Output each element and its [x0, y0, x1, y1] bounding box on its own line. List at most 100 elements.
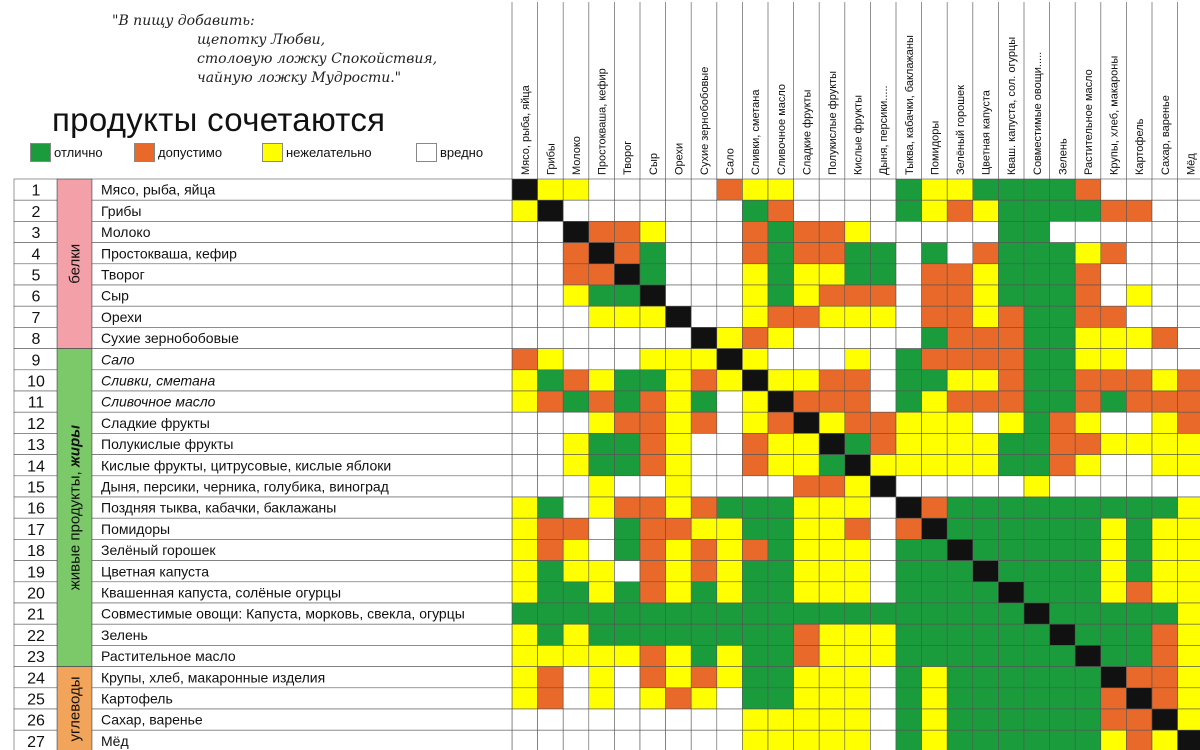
matrix-cell [793, 602, 820, 625]
matrix-cell [1074, 539, 1102, 561]
matrix-cell [972, 433, 999, 455]
matrix-cell [1023, 666, 1050, 689]
matrix-cell [639, 602, 666, 625]
matrix-cell [614, 221, 641, 243]
row-number: 16 [27, 501, 45, 518]
column-header: Кислые фрукты [853, 95, 865, 175]
column-header: Зелень [1057, 138, 1069, 175]
matrix-cell [537, 221, 564, 243]
matrix-cell [946, 369, 974, 392]
matrix-cell [767, 687, 794, 710]
matrix-cell [1074, 666, 1102, 689]
matrix-cell [870, 348, 897, 371]
matrix-cell [1100, 517, 1127, 540]
matrix-cell [1151, 645, 1178, 667]
matrix-cell [614, 178, 641, 201]
matrix-cell [1100, 178, 1127, 201]
matrix-cell [844, 199, 871, 222]
matrix-cell [767, 199, 794, 222]
matrix-cell [588, 539, 615, 561]
legend-swatch-harmful [416, 143, 437, 162]
matrix-cell [1100, 560, 1127, 583]
column-header: Сладкие фрукты [801, 89, 813, 175]
matrix-cell [511, 539, 538, 561]
matrix-cell [844, 687, 871, 710]
column-header: Творог [622, 141, 634, 175]
matrix-cell [1100, 581, 1127, 604]
matrix-cell [1151, 263, 1178, 286]
matrix-cell [1049, 623, 1076, 646]
matrix-cell [1023, 263, 1050, 286]
matrix-cell [793, 263, 820, 286]
matrix-cell [946, 645, 974, 667]
matrix-cell [1177, 539, 1200, 561]
matrix-cell [639, 263, 666, 286]
matrix-cell [562, 687, 590, 710]
row-label: Зелень [101, 627, 148, 643]
row-number: 4 [32, 246, 41, 263]
matrix-cell [1151, 178, 1178, 201]
matrix-cell [716, 348, 743, 371]
matrix-cell [1151, 729, 1178, 750]
matrix-cell [562, 729, 590, 750]
matrix-cell [665, 369, 692, 392]
matrix-cell [1177, 433, 1200, 455]
matrix-cell [972, 327, 999, 349]
group-band [56, 348, 93, 668]
matrix-cell [588, 666, 615, 689]
matrix-cell [562, 348, 590, 371]
matrix-cell [921, 369, 948, 392]
matrix-cell [1100, 284, 1127, 307]
matrix-cell [742, 369, 769, 392]
row-label: Сыр [101, 288, 129, 304]
matrix-cell [1023, 496, 1050, 519]
matrix-cell [1151, 327, 1178, 349]
matrix-cell [895, 539, 922, 561]
matrix-cell [1074, 729, 1102, 750]
matrix-cell [716, 687, 743, 710]
matrix-cell [1151, 348, 1178, 371]
matrix-cell [844, 645, 871, 667]
matrix-cell [1177, 475, 1200, 498]
matrix-cell [1023, 454, 1050, 477]
matrix-cell [1151, 666, 1178, 689]
matrix-cell [1023, 581, 1050, 604]
matrix-cell [998, 327, 1025, 349]
matrix-cell [588, 390, 615, 413]
matrix-cell [818, 284, 846, 307]
matrix-cell [742, 411, 769, 434]
matrix-cell [946, 411, 974, 434]
matrix-cell [588, 348, 615, 371]
matrix-cell [921, 178, 948, 201]
matrix-cell [716, 221, 743, 243]
matrix-cell [639, 560, 666, 583]
matrix-cell [767, 645, 794, 667]
matrix-cell [716, 199, 743, 222]
matrix-cell [537, 517, 564, 540]
matrix-cell [895, 496, 922, 519]
matrix-cell [793, 708, 820, 731]
matrix-cell [537, 199, 564, 222]
row-label: Сухие зернобобовые [101, 330, 239, 346]
matrix-cell [716, 242, 743, 265]
matrix-cell [614, 327, 641, 349]
matrix-cell [870, 560, 897, 583]
matrix-cell [895, 348, 922, 371]
row-name-cell [91, 623, 513, 646]
matrix-cell [690, 178, 718, 201]
matrix-cell [767, 517, 794, 540]
matrix-cell [921, 390, 948, 413]
matrix-cell [921, 475, 948, 498]
matrix-cell [639, 199, 666, 222]
matrix-cell [1100, 496, 1127, 519]
row-number: 11 [28, 395, 45, 412]
matrix-cell [1074, 411, 1102, 434]
matrix-cell [1074, 454, 1102, 477]
matrix-cell [767, 348, 794, 371]
matrix-cell [818, 221, 846, 243]
matrix-cell [665, 199, 692, 222]
matrix-cell [742, 221, 769, 243]
matrix-cell [972, 496, 999, 519]
matrix-cell [690, 263, 718, 286]
matrix-cell [895, 263, 922, 286]
